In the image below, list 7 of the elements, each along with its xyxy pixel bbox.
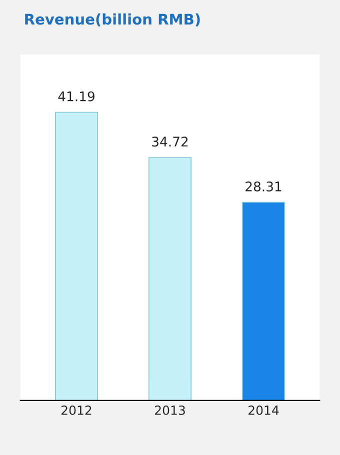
x-tick-label: 2013 (155, 405, 185, 415)
x-tick-label: 2014 (248, 405, 279, 415)
chart-title: Revenue(billion RMB) (25, 13, 200, 26)
data-label: 41.19 (58, 91, 94, 102)
x-tick-label: 2012 (62, 405, 92, 415)
data-label: 28.31 (246, 181, 282, 192)
data-label: 34.72 (152, 136, 188, 147)
